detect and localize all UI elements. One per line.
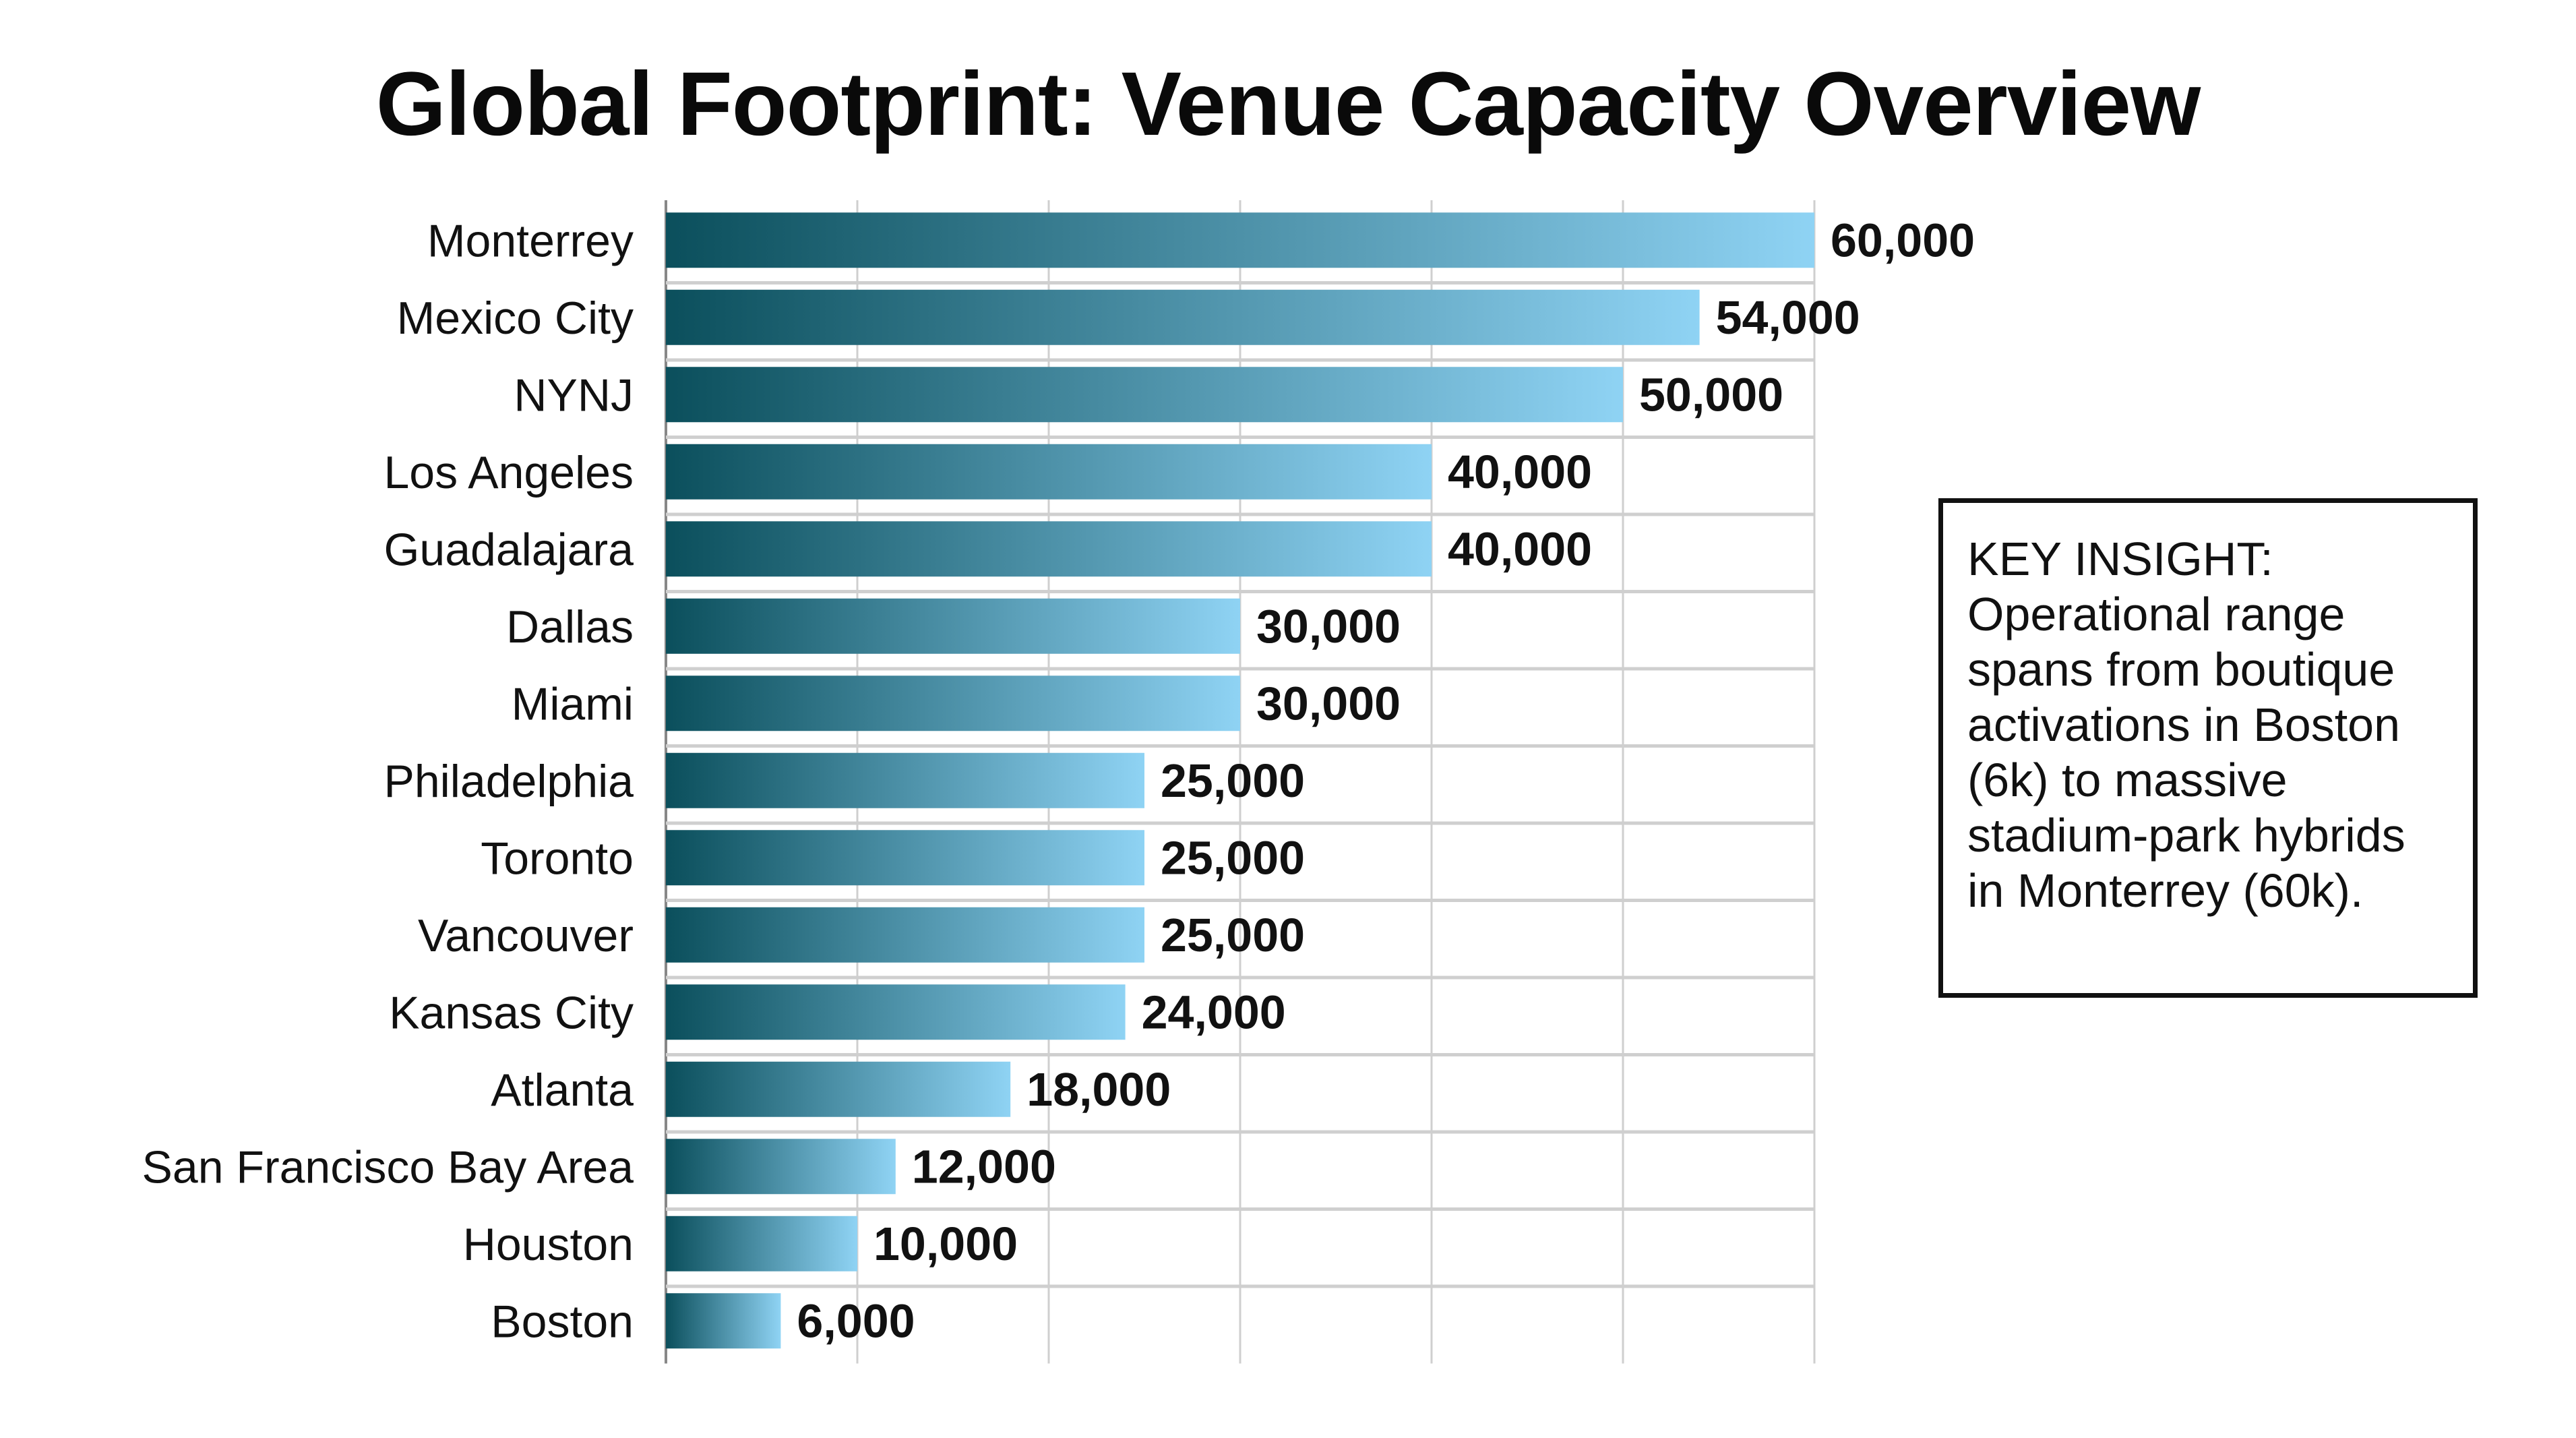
category-label: Toronto xyxy=(481,833,634,884)
bar-philadelphia xyxy=(666,752,1144,808)
bar-mexico-city xyxy=(666,289,1700,345)
data-label: 25,000 xyxy=(1161,754,1305,807)
bar-monterrey xyxy=(666,212,1814,268)
chart-title: Global Footprint: Venue Capacity Overvie… xyxy=(375,54,2201,154)
category-label: Houston xyxy=(463,1219,634,1270)
category-label: Miami xyxy=(512,678,634,729)
bar-houston xyxy=(666,1216,857,1271)
data-label: 6,000 xyxy=(797,1294,915,1347)
category-label: Mexico City xyxy=(397,293,634,344)
category-label: Monterrey xyxy=(427,215,634,266)
bar-guadalajara xyxy=(666,521,1432,577)
bar-atlanta xyxy=(666,1061,1011,1117)
data-label: 60,000 xyxy=(1831,214,1975,266)
data-label: 24,000 xyxy=(1142,986,1286,1038)
category-label: Guadalajara xyxy=(384,524,634,575)
bar-los-angeles xyxy=(666,444,1432,500)
key-insight-box: KEY INSIGHT: Operational range spans fro… xyxy=(1938,498,2478,998)
data-label: 40,000 xyxy=(1448,446,1592,498)
category-label: Philadelphia xyxy=(384,756,634,807)
data-label: 25,000 xyxy=(1161,909,1305,961)
data-label: 30,000 xyxy=(1256,600,1401,653)
bar-dallas xyxy=(666,598,1240,654)
category-label: Los Angeles xyxy=(384,447,634,498)
data-label: 40,000 xyxy=(1448,522,1592,575)
bar-toronto xyxy=(666,830,1144,886)
data-label: 10,000 xyxy=(873,1218,1018,1270)
category-label: San Francisco Bay Area xyxy=(142,1141,634,1193)
data-label: 54,000 xyxy=(1716,291,1860,344)
data-label: 12,000 xyxy=(912,1140,1056,1193)
category-label: Dallas xyxy=(506,601,634,653)
data-label: 50,000 xyxy=(1639,368,1783,421)
category-label: Atlanta xyxy=(491,1065,634,1116)
category-label: Vancouver xyxy=(418,910,634,961)
bar-vancouver xyxy=(666,907,1144,963)
category-label: Kansas City xyxy=(389,987,634,1038)
data-label: 25,000 xyxy=(1161,831,1305,884)
bar-miami xyxy=(666,676,1240,731)
category-label: NYNJ xyxy=(514,369,634,421)
data-label: 18,000 xyxy=(1026,1063,1171,1116)
bar-kansas-city xyxy=(666,984,1126,1040)
data-label: 30,000 xyxy=(1256,677,1401,729)
category-label: Boston xyxy=(491,1296,634,1347)
bar-nynj xyxy=(666,367,1623,423)
bar-san-francisco-bay-area xyxy=(666,1139,896,1195)
bar-boston xyxy=(666,1293,781,1349)
